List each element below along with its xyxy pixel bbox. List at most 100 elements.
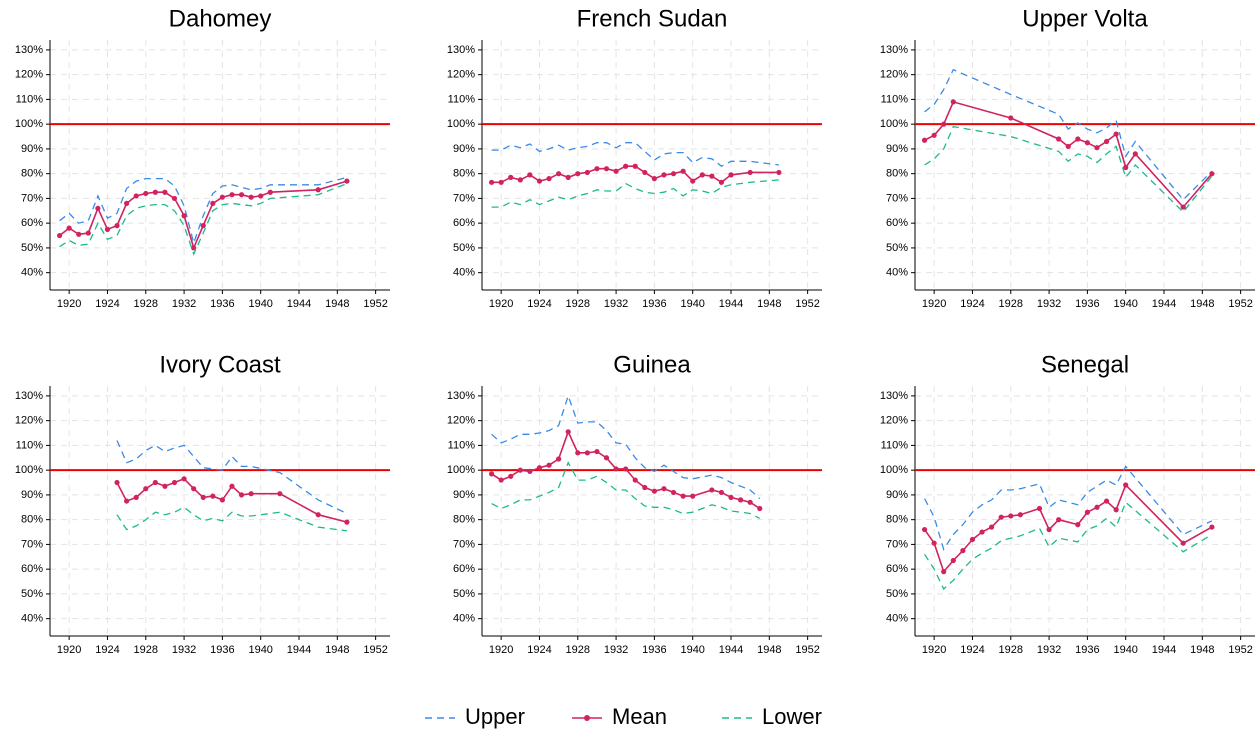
- point: [133, 494, 139, 500]
- point: [728, 172, 734, 178]
- point: [1123, 164, 1129, 171]
- point: [737, 497, 744, 503]
- point: [143, 486, 149, 492]
- y-tick-label: 100%: [880, 464, 908, 476]
- y-tick-label: 100%: [15, 118, 43, 130]
- point: [162, 189, 168, 195]
- x-tick-label: 1952: [795, 298, 819, 310]
- point: [941, 121, 947, 127]
- x-tick-label: 1944: [1152, 298, 1176, 310]
- point: [565, 174, 571, 180]
- point: [718, 179, 725, 185]
- point: [1056, 136, 1062, 142]
- point: [709, 487, 715, 493]
- point: [699, 172, 705, 178]
- series-line: [491, 142, 779, 167]
- y-tick-label: 90%: [453, 143, 475, 155]
- point: [229, 483, 235, 489]
- y-tick-label: 90%: [886, 143, 908, 155]
- point: [344, 178, 350, 184]
- series-line: [924, 68, 1213, 201]
- y-tick-label: 100%: [447, 118, 475, 130]
- x-tick-label: 1928: [134, 644, 158, 656]
- y-tick-label: 50%: [886, 588, 908, 600]
- point: [690, 493, 696, 499]
- y-tick-label: 60%: [886, 563, 908, 575]
- point: [143, 190, 149, 197]
- point: [670, 171, 677, 177]
- x-tick-label: 1940: [248, 298, 272, 310]
- point: [488, 471, 495, 477]
- point: [1017, 512, 1023, 518]
- point: [642, 484, 648, 491]
- point: [258, 193, 264, 199]
- x-tick-label: 1932: [172, 644, 196, 656]
- panel-title: Dahomey: [169, 5, 272, 32]
- x-tick-label: 1924: [527, 298, 551, 310]
- point: [210, 200, 216, 206]
- point: [623, 466, 629, 472]
- point: [603, 455, 610, 461]
- x-tick-label: 1928: [566, 298, 590, 310]
- series-line: [491, 179, 779, 208]
- y-tick-label: 40%: [886, 613, 908, 625]
- x-tick-label: 1940: [1113, 644, 1137, 656]
- y-tick-label: 50%: [453, 588, 475, 600]
- point: [747, 169, 753, 176]
- y-tick-label: 110%: [448, 93, 476, 105]
- y-tick-label: 110%: [448, 439, 476, 451]
- point: [508, 174, 514, 180]
- point: [594, 448, 600, 455]
- point: [989, 524, 995, 530]
- y-tick-label: 70%: [453, 192, 475, 204]
- y-tick-label: 60%: [21, 217, 43, 229]
- y-tick-label: 50%: [21, 588, 43, 600]
- point: [747, 499, 753, 505]
- x-tick-label: 1932: [604, 298, 628, 310]
- point: [267, 189, 273, 195]
- point: [315, 187, 321, 193]
- point: [921, 137, 928, 143]
- point: [1180, 540, 1186, 546]
- x-tick-label: 1944: [287, 298, 311, 310]
- point: [584, 169, 590, 176]
- panel-title: Guinea: [613, 351, 691, 378]
- x-tick-label: 1944: [719, 644, 743, 656]
- series-line: [116, 440, 348, 515]
- point: [575, 171, 581, 177]
- x-tick-label: 1920: [57, 298, 81, 310]
- x-tick-label: 1936: [210, 298, 234, 310]
- point: [632, 477, 638, 483]
- x-tick-label: 1948: [757, 644, 781, 656]
- point: [200, 494, 206, 500]
- y-tick-label: 80%: [21, 514, 43, 526]
- y-tick-label: 50%: [21, 242, 43, 254]
- x-tick-label: 1928: [566, 644, 590, 656]
- point: [565, 429, 571, 435]
- point: [152, 479, 158, 486]
- x-tick-label: 1920: [922, 644, 946, 656]
- point: [238, 192, 245, 198]
- x-tick-label: 1932: [604, 644, 628, 656]
- point: [1113, 131, 1119, 137]
- point: [191, 486, 197, 492]
- point: [1075, 136, 1081, 142]
- y-tick-label: 130%: [15, 390, 43, 402]
- y-tick-label: 120%: [447, 415, 475, 427]
- point: [603, 166, 610, 172]
- y-tick-label: 100%: [880, 118, 908, 130]
- x-tick-label: 1952: [363, 298, 387, 310]
- legend-label: Lower: [762, 704, 822, 729]
- series-line: [491, 429, 761, 510]
- point: [95, 205, 101, 211]
- x-tick-label: 1944: [287, 644, 311, 656]
- point: [651, 176, 657, 182]
- y-tick-label: 70%: [886, 538, 908, 550]
- point: [594, 166, 600, 172]
- y-tick-label: 130%: [15, 44, 43, 56]
- point: [1065, 143, 1071, 150]
- point: [238, 492, 245, 498]
- point: [315, 512, 321, 518]
- point: [527, 172, 533, 178]
